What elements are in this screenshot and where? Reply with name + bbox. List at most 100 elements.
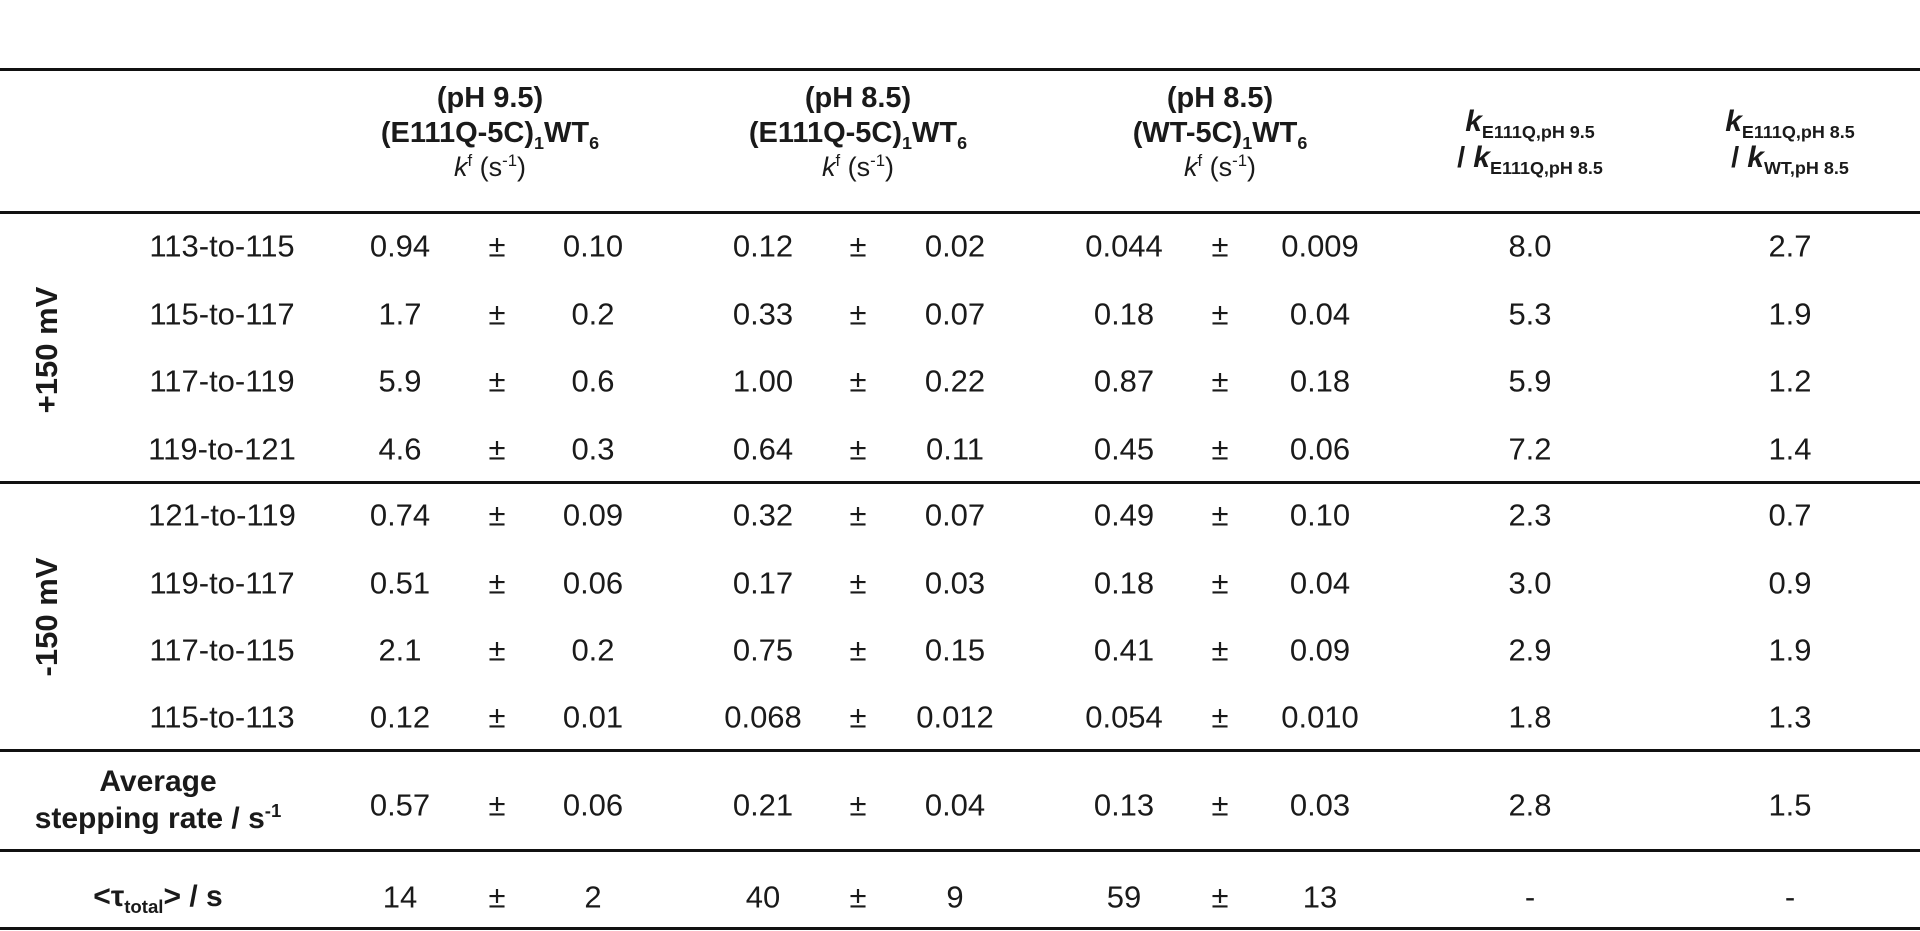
table-cell-step: 119-to-117 <box>149 565 295 601</box>
table-cell-pm: ± <box>849 565 867 601</box>
total-pm3: ± <box>1211 879 1229 915</box>
average-rule <box>0 749 1920 752</box>
table-cell-pm: ± <box>849 363 867 399</box>
header-col1-kf: kf (s-1) <box>453 150 527 182</box>
header-col2-kf: kf (s-1) <box>821 150 895 182</box>
table-cell-pm: ± <box>1211 363 1229 399</box>
header-col3-ph: (pH 8.5) <box>1166 82 1274 114</box>
average-c3-err: 0.03 <box>1289 787 1351 823</box>
total-c2-err: 9 <box>946 879 964 915</box>
table-cell-err: 0.04 <box>1289 565 1351 601</box>
total-c1-err: 2 <box>584 879 602 915</box>
table-cell-value: 0.49 <box>1093 497 1155 533</box>
table-cell-pm: ± <box>488 296 506 332</box>
table-cell-value: 0.74 <box>369 497 431 533</box>
average-c3: 0.13 <box>1093 787 1155 823</box>
table-cell-ratio: 1.8 <box>1508 699 1552 735</box>
table-cell-ratio: 5.3 <box>1508 296 1552 332</box>
table-cell-pm: ± <box>1211 431 1229 467</box>
table-cell-err: 0.012 <box>916 699 994 735</box>
average-pm2: ± <box>849 787 867 823</box>
table-cell-pm: ± <box>1211 296 1229 332</box>
table-cell-value: 1.7 <box>378 296 422 332</box>
table-cell-value: 0.87 <box>1093 363 1155 399</box>
average-r1: 2.8 <box>1508 787 1552 823</box>
table-cell-err: 0.04 <box>1289 296 1351 332</box>
table-cell-value: 0.12 <box>369 699 431 735</box>
table-cell-err: 0.06 <box>562 565 624 601</box>
table-cell-err: 0.09 <box>1289 632 1351 668</box>
header-col3-construct: (WT-5C)1WT6 <box>1132 116 1308 153</box>
average-r2: 1.5 <box>1768 787 1812 823</box>
table-cell-ratio: 3.0 <box>1508 565 1552 601</box>
table-cell-pm: ± <box>488 632 506 668</box>
table-cell-err: 0.09 <box>562 497 624 533</box>
table-cell-ratio: 2.7 <box>1768 228 1812 264</box>
table-cell-value: 0.33 <box>732 296 794 332</box>
table-cell-err: 0.6 <box>571 363 615 399</box>
total-r1: - <box>1524 879 1536 915</box>
table-cell-ratio: 1.9 <box>1768 296 1812 332</box>
table-cell-step: 119-to-121 <box>148 431 296 467</box>
table-cell-value: 4.6 <box>378 431 422 467</box>
table-cell-value: 0.75 <box>732 632 794 668</box>
total-rule <box>0 849 1920 852</box>
header-col3-kf: kf (s-1) <box>1183 150 1257 182</box>
table-cell-pm: ± <box>488 497 506 533</box>
table-cell-value: 2.1 <box>378 632 422 668</box>
table-cell-value: 0.18 <box>1093 565 1155 601</box>
average-label: Average stepping rate / s-1 <box>34 765 282 835</box>
header-col2-ph: (pH 8.5) <box>804 82 912 114</box>
table-cell-err: 0.07 <box>924 497 986 533</box>
table-cell-pm: ± <box>488 363 506 399</box>
table-cell-err: 0.010 <box>1281 699 1359 735</box>
table-cell-step: 115-to-113 <box>149 699 295 735</box>
table-cell-pm: ± <box>1211 632 1229 668</box>
total-r2: - <box>1784 879 1796 915</box>
table-cell-value: 0.51 <box>369 565 431 601</box>
table-cell-ratio: 5.9 <box>1508 363 1552 399</box>
average-pm1: ± <box>488 787 506 823</box>
table-cell-value: 0.054 <box>1085 699 1163 735</box>
group-divider-rule <box>0 481 1920 484</box>
header-rule <box>0 211 1920 214</box>
table-cell-ratio: 0.9 <box>1768 565 1812 601</box>
table-cell-value: 0.64 <box>732 431 794 467</box>
table-cell-pm: ± <box>849 699 867 735</box>
table-cell-value: 0.068 <box>724 699 802 735</box>
table-cell-err: 0.03 <box>924 565 986 601</box>
table-cell-err: 0.2 <box>571 632 615 668</box>
total-label: <τtotal> / s <box>93 880 223 917</box>
header-col2-construct: (E111Q-5C)1WT6 <box>748 116 968 153</box>
table-cell-pm: ± <box>1211 497 1229 533</box>
table-cell-err: 0.01 <box>562 699 624 735</box>
table-cell-pm: ± <box>488 431 506 467</box>
table-cell-pm: ± <box>488 565 506 601</box>
table-cell-ratio: 1.2 <box>1768 363 1812 399</box>
table-cell-step: 113-to-115 <box>149 228 295 264</box>
table-cell-err: 0.009 <box>1281 228 1359 264</box>
table-cell-pm: ± <box>488 228 506 264</box>
total-c2: 40 <box>745 879 781 915</box>
table-cell-pm: ± <box>1211 565 1229 601</box>
table-cell-value: 5.9 <box>378 363 422 399</box>
header-ratio1: kE111Q,pH 9.5 / kE111Q,pH 8.5 <box>1457 105 1603 178</box>
table-cell-pm: ± <box>849 296 867 332</box>
total-c1: 14 <box>382 879 418 915</box>
total-c3-err: 13 <box>1302 879 1338 915</box>
table-cell-err: 0.10 <box>562 228 624 264</box>
table-cell-ratio: 7.2 <box>1508 431 1552 467</box>
table-cell-value: 0.044 <box>1085 228 1163 264</box>
group-label-plus: +150 mV <box>29 286 64 414</box>
average-c1-err: 0.06 <box>562 787 624 823</box>
table-cell-step: 121-to-119 <box>148 497 296 533</box>
bottom-rule <box>0 927 1920 930</box>
average-c2-err: 0.04 <box>924 787 986 823</box>
table-cell-ratio: 1.4 <box>1768 431 1812 467</box>
table-cell-err: 0.3 <box>571 431 615 467</box>
table-cell-err: 0.22 <box>924 363 986 399</box>
table-cell-err: 0.06 <box>1289 431 1351 467</box>
table-cell-value: 1.00 <box>732 363 794 399</box>
table-cell-ratio: 0.7 <box>1768 497 1812 533</box>
table-cell-pm: ± <box>1211 699 1229 735</box>
